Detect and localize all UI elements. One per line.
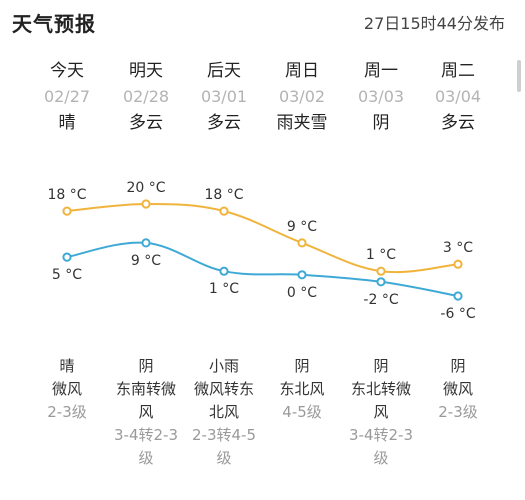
high-temp-label: 18 °C [47, 187, 86, 203]
low-temp-line [66, 241, 459, 297]
wind-column: 阴东南转微风 3-4转2-3 级 [106, 355, 186, 470]
day-column[interactable]: 周日 03/02 雨夹雪 [262, 58, 342, 136]
low-temp-point [141, 238, 151, 248]
low-temp-label: -2 °C [363, 292, 398, 308]
day-columns: 今天 02/27 晴 明天 02/28 多云 后天 03/01 多云 周日 03/02 雨夹雪 周一 03… [0, 58, 525, 148]
wind-column: 小雨微风转东北风 2-3转4-5 级 [184, 355, 264, 470]
high-temp-label: 20 °C [126, 180, 165, 196]
day-condition: 晴 [58, 113, 76, 133]
day-name: 周日 [285, 61, 319, 81]
scrollbar[interactable] [517, 60, 521, 92]
wind-text: 风 [373, 403, 389, 421]
wind-text: 阴 [450, 357, 466, 375]
wind-text: 阴 [373, 357, 389, 375]
low-temp-label: 0 °C [287, 285, 317, 301]
high-temp-point [219, 206, 229, 216]
wind-column: 阴微风 2-3级 [418, 355, 498, 424]
wind-text: 晴 [59, 357, 75, 375]
wind-rows: 晴微风 2-3级阴东南转微风 3-4转2-3 级小雨 微风转东 北风 2-3转4-5 级阴东北… [0, 355, 525, 500]
low-temp-label: -6 °C [440, 306, 475, 322]
wind-text: 阴 [294, 357, 310, 375]
wind-text: 小雨 [208, 357, 239, 375]
high-temp-point [62, 206, 72, 216]
wind-text: 风 [138, 403, 154, 421]
low-temp-point [297, 270, 307, 280]
high-temp-point [141, 199, 151, 209]
wind-level: 2-3转4-5 [192, 426, 256, 444]
low-temp-point [62, 252, 72, 262]
day-condition: 雨夹雪 [276, 113, 328, 133]
day-name: 今天 [50, 61, 84, 81]
wind-text: 微风转东 [193, 380, 254, 398]
day-column[interactable]: 后天 03/01 多云 [184, 58, 264, 136]
wind-text: 东北风 [279, 380, 325, 398]
high-temp-label: 3 °C [443, 240, 473, 256]
day-date: 02/28 [122, 87, 170, 106]
low-temp-point [219, 266, 229, 276]
wind-level: 级 [373, 449, 389, 467]
wind-level: 2-3级 [438, 403, 478, 421]
wind-level: 级 [138, 449, 154, 467]
high-temp-label: 1 °C [366, 247, 396, 263]
wind-column: 阴东北转微风 3-4转2-3 级 [341, 355, 421, 470]
high-temp-label: 18 °C [204, 187, 243, 203]
day-date: 02/27 [43, 87, 91, 106]
publish-time: 27日15时44分发布 [363, 14, 505, 33]
low-temp-label: 9 °C [131, 253, 161, 269]
day-column[interactable]: 周二 03/04 多云 [418, 58, 498, 136]
day-condition: 多云 [129, 113, 163, 133]
day-date: 03/04 [434, 87, 482, 106]
wind-level: 3-4转2-3 [114, 426, 178, 444]
page-title: 天气预报 [12, 12, 96, 36]
wind-level: 3-4转2-3 [349, 426, 413, 444]
high-temp-point [297, 238, 307, 248]
low-temp-label: 5 °C [52, 267, 82, 283]
high-temp-line [66, 202, 459, 274]
wind-level: 级 [216, 449, 232, 467]
high-temp-label: 9 °C [287, 219, 317, 235]
day-condition: 多云 [207, 113, 241, 133]
wind-text: 东南转微 [115, 380, 176, 398]
forecast-header: 天气预报 27日15时44分发布 [0, 0, 525, 46]
temperature-chart: 18 °C 20 °C 18 °C 9 °C 1 °C 3 °C 5 °C 9 °C 1 °C 0… [47, 180, 475, 322]
wind-text: 东北转微 [350, 380, 411, 398]
wind-column: 阴东北风 4-5级 [262, 355, 342, 424]
low-temp-point [453, 291, 463, 301]
day-name: 明天 [129, 61, 163, 81]
day-column[interactable]: 明天 02/28 多云 [106, 58, 186, 136]
day-name: 周二 [441, 61, 475, 81]
day-name: 后天 [207, 61, 241, 81]
day-name: 周一 [364, 61, 398, 81]
wind-text: 阴 [138, 357, 154, 375]
day-condition: 多云 [441, 113, 475, 133]
wind-level: 4-5级 [282, 403, 322, 421]
wind-level: 2-3级 [47, 403, 87, 421]
low-temp-label: 1 °C [209, 281, 239, 297]
high-temp-point [453, 259, 463, 269]
wind-text: 微风 [51, 380, 82, 398]
high-temp-point [376, 266, 386, 276]
wind-column: 晴微风 2-3级 [27, 355, 107, 424]
day-column[interactable]: 今天 02/27 晴 [27, 58, 107, 136]
day-column[interactable]: 周一 03/03 阴 [341, 58, 421, 136]
day-date: 03/03 [357, 87, 405, 106]
wind-text: 北风 [208, 403, 239, 421]
day-date: 03/02 [278, 87, 326, 106]
day-date: 03/01 [200, 87, 248, 106]
wind-text: 微风 [442, 380, 473, 398]
low-temp-point [376, 277, 386, 287]
day-condition: 阴 [372, 113, 390, 133]
